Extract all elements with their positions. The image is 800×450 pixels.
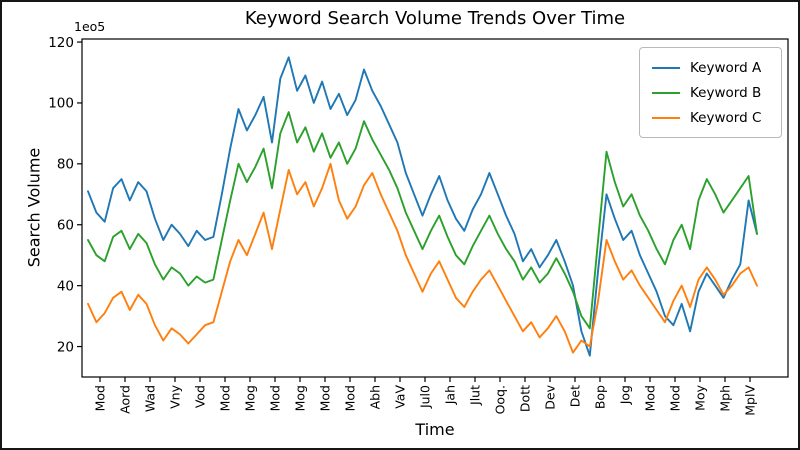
x-tick-label: Mod bbox=[93, 385, 108, 411]
legend-label: Keyword B bbox=[690, 84, 762, 101]
series-line-keyword-a bbox=[87, 56, 758, 357]
x-tick-label: Jul0 bbox=[418, 385, 433, 409]
x-tick-label: Vod bbox=[193, 385, 208, 408]
x-tick-label: Jah bbox=[443, 385, 458, 405]
x-tick-label: Moy bbox=[693, 384, 708, 410]
legend: Keyword A Keyword B Keyword C bbox=[639, 47, 782, 138]
x-tick-label: Jog bbox=[618, 385, 633, 405]
x-tick-label: VaV bbox=[393, 385, 408, 409]
axes-spines bbox=[81, 38, 789, 378]
series-line-keyword-b bbox=[87, 111, 758, 330]
series-line-keyword-c bbox=[87, 162, 758, 354]
x-tick-label: Mph bbox=[718, 385, 733, 412]
x-tick-label: Bop bbox=[593, 385, 608, 409]
legend-line-swatch-keyword-c bbox=[652, 116, 680, 119]
x-tick-label: Dott bbox=[518, 385, 533, 412]
legend-label: Keyword A bbox=[690, 59, 762, 76]
x-tick-label: Mog bbox=[293, 385, 308, 411]
x-tick-label: Mod bbox=[268, 385, 283, 411]
x-tick-label: Dev bbox=[543, 384, 558, 409]
legend-line-swatch-keyword-b bbox=[652, 91, 680, 94]
x-tick-label: MplV bbox=[743, 385, 758, 416]
x-tick-label: Det bbox=[568, 385, 583, 407]
y-axis-offset-text: 1eo5 bbox=[74, 19, 106, 34]
x-tick-label: Mod bbox=[343, 385, 358, 411]
y-tick-label: 80 bbox=[57, 157, 74, 173]
x-tick-label: Aord bbox=[118, 385, 133, 414]
legend-label: Keyword C bbox=[690, 109, 762, 126]
x-tick-label: Mod bbox=[643, 385, 658, 411]
x-axis-label: Time bbox=[415, 420, 455, 439]
y-tick-label: 120 bbox=[48, 35, 74, 51]
x-tick-label: Jlut bbox=[468, 385, 483, 406]
x-tick-label: Abh bbox=[368, 385, 383, 409]
chart-title: Keyword Search Volume Trends Over Time bbox=[244, 8, 626, 29]
x-tick-label: Mod bbox=[668, 385, 683, 411]
x-tick-label: Vny bbox=[168, 384, 183, 408]
y-tick-label: 20 bbox=[57, 339, 74, 355]
legend-line-swatch-keyword-a bbox=[652, 66, 680, 69]
y-axis-label: Search Volume bbox=[24, 147, 44, 268]
x-tick-label: Mog bbox=[243, 385, 258, 411]
x-tick-label: Wad bbox=[143, 385, 158, 412]
x-tick-label: Mod bbox=[218, 385, 233, 411]
legend-item: Keyword A bbox=[652, 55, 771, 80]
y-tick-label: 100 bbox=[48, 96, 74, 112]
x-tick-label: Ooq. bbox=[493, 385, 508, 414]
x-tick-label: Mod bbox=[318, 385, 333, 411]
y-tick-label: 40 bbox=[57, 278, 74, 294]
legend-item: Keyword B bbox=[652, 80, 771, 105]
legend-item: Keyword C bbox=[652, 105, 771, 130]
y-tick-label: 60 bbox=[57, 218, 74, 234]
